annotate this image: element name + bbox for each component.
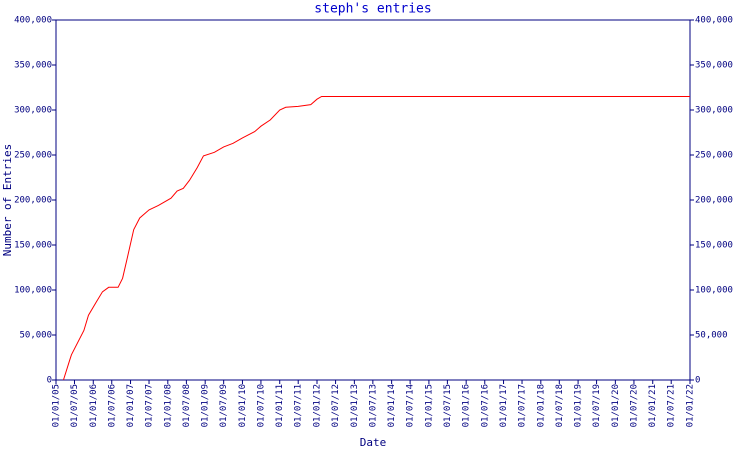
x-tick-label: 01/07/16 [480,384,490,427]
y-tick-label: 250,000 [14,151,52,161]
x-tick-label: 01/01/13 [350,384,360,427]
x-tick-label: 01/01/09 [201,384,211,427]
y2-tick-label: 150,000 [695,241,733,251]
y-tick-label: 100,000 [14,286,52,296]
x-tick-label: 01/07/08 [182,384,192,427]
plot-frame [55,19,691,381]
y-tick-label: 0 [47,376,52,386]
y-tick-label: 400,000 [14,16,52,26]
y-tick-label: 150,000 [14,241,52,251]
x-tick-label: 01/01/06 [89,384,99,427]
x-tick-label: 01/01/21 [648,384,658,427]
y2-tick-label: 100,000 [695,286,733,296]
x-axis-label: Date [360,436,387,449]
x-tick-label: 01/01/08 [163,384,173,427]
x-tick-label: 01/01/20 [611,384,621,427]
y-tick-label: 200,000 [14,196,52,206]
x-tick-label: 01/07/19 [592,384,602,427]
y-axis-label: Number of Entries [1,144,14,257]
x-tick-label: 01/07/05 [70,384,80,427]
data-line [62,96,690,381]
y-tick-label: 300,000 [14,106,52,116]
y2-tick-label: 200,000 [695,196,733,206]
y2-tick-label: 350,000 [695,61,733,71]
x-tick-label: 01/07/21 [667,384,677,427]
chart-title: steph's entries [314,2,431,17]
x-tick-label: 01/07/06 [107,384,117,427]
x-tick-label: 01/07/12 [331,384,341,427]
x-tick-label: 01/07/18 [555,384,565,427]
y2-tick-label: 300,000 [695,106,733,116]
x-tick-label: 01/07/15 [443,384,453,427]
x-tick-label: 01/01/15 [424,384,434,427]
x-tick-label: 01/01/07 [126,384,136,427]
x-tick-label: 01/01/11 [275,384,285,427]
y2-tick-label: 50,000 [695,331,728,341]
x-tick-label: 01/01/12 [312,384,322,427]
y-tick-label: 50,000 [19,331,52,341]
x-tick-label: 01/07/11 [294,384,304,427]
x-tick-label: 01/07/17 [518,384,528,427]
x-tick-label: 01/07/20 [629,384,639,427]
x-tick-label: 01/01/17 [499,384,509,427]
x-tick-label: 01/01/05 [52,384,62,427]
x-tick-label: 01/01/19 [574,384,584,427]
y2-tick-label: 0 [695,376,700,386]
x-tick-label: 01/07/09 [219,384,229,427]
y2-tick-label: 400,000 [695,16,733,26]
x-tick-label: 01/01/16 [462,384,472,427]
x-tick-label: 01/01/22 [686,384,696,427]
x-tick-label: 01/07/14 [406,384,416,427]
x-tick-label: 01/07/10 [256,384,266,427]
y-tick-label: 350,000 [14,61,52,71]
x-tick-label: 01/01/14 [387,384,397,427]
y2-tick-label: 250,000 [695,151,733,161]
x-tick-label: 01/07/07 [145,384,155,427]
x-tick-label: 01/01/10 [238,384,248,427]
x-tick-label: 01/07/13 [368,384,378,427]
x-tick-label: 01/01/18 [536,384,546,427]
